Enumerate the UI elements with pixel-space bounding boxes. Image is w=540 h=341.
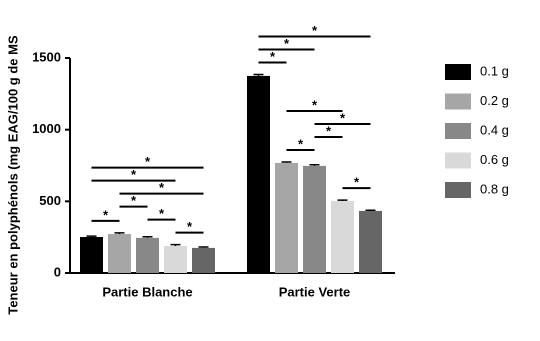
significance-label: *: [312, 97, 318, 112]
bar: [303, 165, 326, 273]
legend-label: 0.2 g: [480, 93, 509, 108]
error-bar: [170, 243, 181, 247]
legend-label: 0.6 g: [480, 152, 509, 167]
legend-swatch: [445, 93, 471, 110]
y-tick-label: 0: [54, 264, 61, 279]
significance-label: *: [103, 207, 109, 222]
legend-label: 0.8 g: [480, 181, 509, 196]
legend-label: 0.1 g: [480, 63, 509, 78]
legend-swatch: [445, 64, 471, 80]
significance-label: *: [298, 136, 304, 151]
legend-label: 0.4 g: [480, 122, 509, 137]
error-bar: [86, 235, 97, 238]
y-tick-label: 1500: [32, 49, 61, 64]
y-axis-title: Teneur en polyphénols (mg EAG/100 g de M…: [5, 35, 20, 315]
bar: [136, 237, 159, 273]
significance-label: *: [326, 123, 332, 138]
significance-label: *: [284, 36, 290, 51]
significance-label: *: [270, 49, 276, 64]
bar: [164, 246, 187, 273]
bar: [80, 237, 103, 273]
significance-label: *: [312, 23, 318, 38]
significance-label: *: [340, 110, 346, 125]
bar: [108, 234, 131, 273]
error-bar: [365, 209, 376, 211]
legend-swatch: [445, 152, 471, 169]
bar: [359, 210, 382, 273]
bar: [331, 201, 354, 273]
significance-label: *: [187, 219, 193, 234]
bar: [247, 75, 270, 274]
error-bar: [337, 199, 348, 202]
significance-label: *: [354, 175, 360, 190]
significance-label: *: [159, 180, 165, 195]
error-bar: [114, 232, 125, 235]
error-bar: [309, 164, 320, 166]
legend-swatch: [445, 123, 471, 139]
significance-label: *: [145, 154, 151, 169]
x-tick-label: Partie Verte: [279, 284, 351, 299]
error-bar: [253, 73, 264, 76]
significance-label: *: [131, 167, 137, 182]
error-bar: [198, 246, 209, 248]
significance-label: *: [131, 193, 137, 208]
x-tick-label: Partie Blanche: [102, 284, 192, 299]
y-tick-label: 500: [39, 193, 61, 208]
legend-swatch: [445, 182, 471, 198]
error-bar: [281, 161, 292, 163]
bar: [275, 162, 298, 273]
error-bar: [142, 235, 153, 238]
bar: [192, 247, 215, 273]
y-tick-label: 1000: [32, 121, 61, 136]
significance-label: *: [159, 206, 165, 221]
